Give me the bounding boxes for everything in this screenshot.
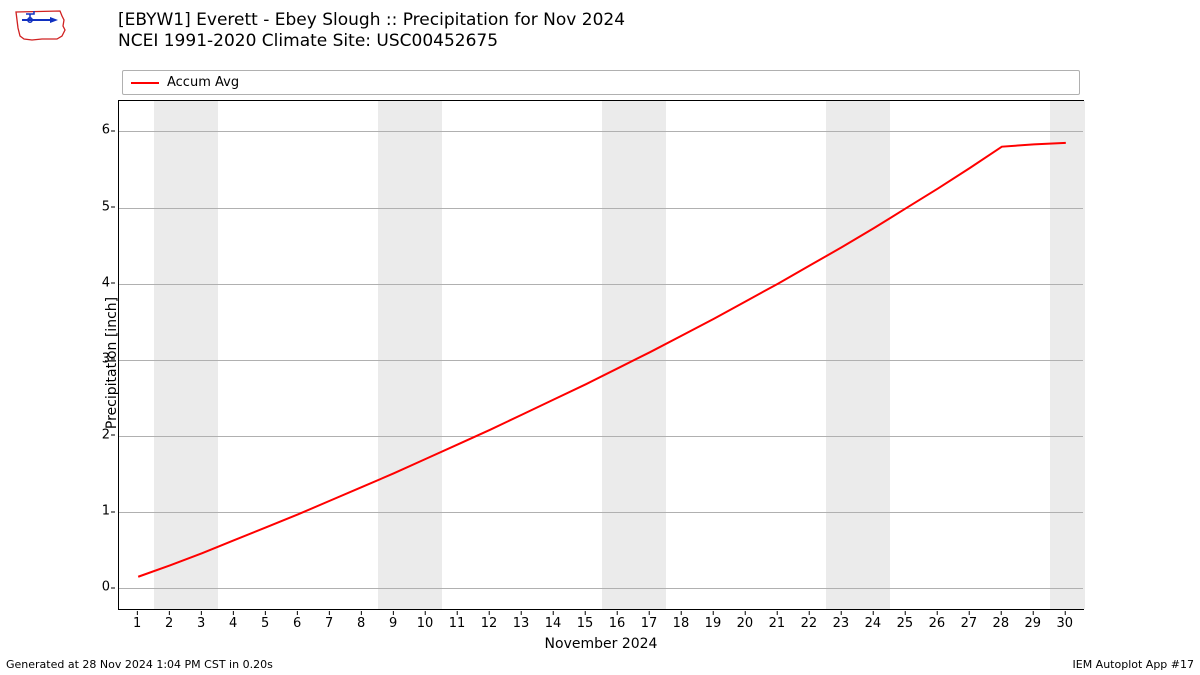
x-tick-label: 22 bbox=[801, 616, 818, 631]
x-tick-label: 18 bbox=[673, 616, 690, 631]
x-tick-label: 1 bbox=[133, 616, 141, 631]
y-tick-label: 2 bbox=[88, 427, 110, 442]
series-line bbox=[119, 101, 1085, 611]
x-tick-label: 11 bbox=[449, 616, 466, 631]
x-tick-label: 17 bbox=[641, 616, 658, 631]
x-tick-label: 3 bbox=[197, 616, 205, 631]
x-tick-label: 13 bbox=[513, 616, 530, 631]
x-tick-label: 14 bbox=[545, 616, 562, 631]
x-tick-label: 4 bbox=[229, 616, 237, 631]
x-axis-label: November 2024 bbox=[545, 636, 658, 652]
legend: Accum Avg bbox=[122, 70, 1080, 95]
x-tick-label: 15 bbox=[577, 616, 594, 631]
title-line-1: [EBYW1] Everett - Ebey Slough :: Precipi… bbox=[118, 10, 625, 31]
x-tick-label: 21 bbox=[769, 616, 786, 631]
iowa-outline-icon bbox=[12, 6, 70, 44]
x-tick-label: 23 bbox=[833, 616, 850, 631]
y-tick-label: 0 bbox=[88, 580, 110, 595]
x-tick-label: 6 bbox=[293, 616, 301, 631]
x-tick-label: 30 bbox=[1057, 616, 1074, 631]
x-tick-label: 27 bbox=[961, 616, 978, 631]
x-tick-label: 16 bbox=[609, 616, 626, 631]
x-tick-label: 19 bbox=[705, 616, 722, 631]
title-line-2: NCEI 1991-2020 Climate Site: USC00452675 bbox=[118, 31, 625, 52]
x-tick-label: 5 bbox=[261, 616, 269, 631]
x-tick-label: 7 bbox=[325, 616, 333, 631]
y-tick-label: 3 bbox=[88, 351, 110, 366]
x-tick-label: 20 bbox=[737, 616, 754, 631]
x-tick-label: 8 bbox=[357, 616, 365, 631]
iem-logo bbox=[12, 6, 70, 44]
y-tick-label: 4 bbox=[88, 275, 110, 290]
y-tick-label: 5 bbox=[88, 199, 110, 214]
footer-app: IEM Autoplot App #17 bbox=[1073, 658, 1195, 671]
x-tick-label: 9 bbox=[389, 616, 397, 631]
y-tick-label: 1 bbox=[88, 504, 110, 519]
legend-label: Accum Avg bbox=[167, 75, 239, 90]
x-tick-label: 25 bbox=[897, 616, 914, 631]
x-tick-label: 26 bbox=[929, 616, 946, 631]
chart-title: [EBYW1] Everett - Ebey Slough :: Precipi… bbox=[118, 10, 625, 53]
legend-swatch bbox=[131, 82, 159, 84]
x-tick-label: 24 bbox=[865, 616, 882, 631]
x-tick-label: 10 bbox=[417, 616, 434, 631]
chart-plot-area bbox=[118, 100, 1084, 610]
footer-generated: Generated at 28 Nov 2024 1:04 PM CST in … bbox=[6, 658, 273, 671]
y-tick-label: 6 bbox=[88, 123, 110, 138]
x-tick-label: 12 bbox=[481, 616, 498, 631]
x-tick-label: 2 bbox=[165, 616, 173, 631]
x-tick-label: 29 bbox=[1025, 616, 1042, 631]
x-tick-label: 28 bbox=[993, 616, 1010, 631]
